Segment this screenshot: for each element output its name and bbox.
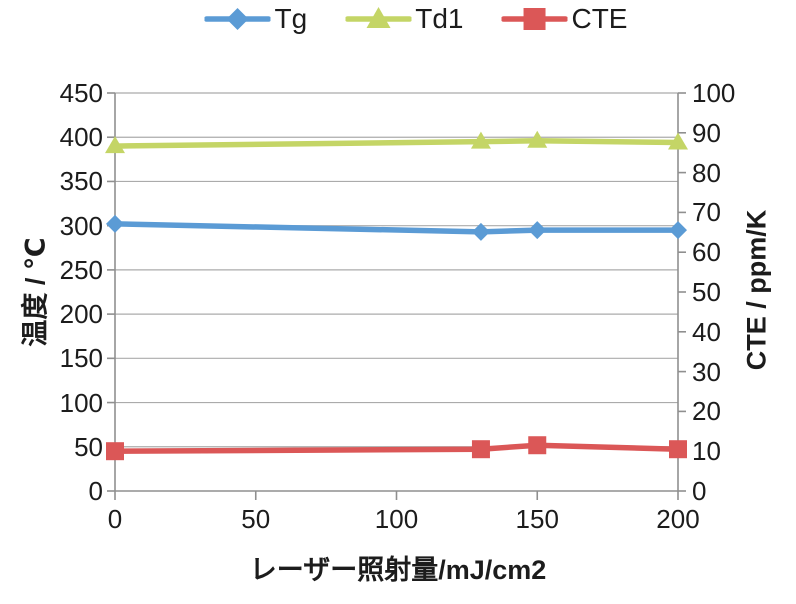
legend-item-cte: CTE	[501, 4, 627, 34]
right-axis-tick-label: 50	[692, 277, 721, 307]
legend-marker-triangle-icon	[366, 7, 391, 28]
left-axis-title: 温度 / ℃	[20, 237, 51, 347]
series-CTE-marker	[669, 440, 687, 459]
chart-legend: Tg Td1 CTE	[204, 3, 627, 34]
right-axis-tick-label: 80	[692, 157, 721, 188]
left-axis-tick-label: 350	[59, 166, 103, 197]
legend-marker-diamond-icon	[204, 8, 271, 30]
right-axis-tick-label: 40	[692, 316, 721, 347]
legend-label-tg: Tg	[274, 3, 308, 34]
series-Tg-marker	[669, 221, 687, 240]
right-axis-title: CTE / ppm/K	[741, 209, 772, 371]
legend-marker-triangle-icon	[345, 7, 412, 28]
series-CTE-marker	[471, 440, 490, 459]
legend-item-td1: Td1	[345, 4, 463, 34]
x-axis-tick-label: 150	[515, 504, 559, 534]
right-axis-tick-label: 100	[692, 78, 736, 108]
left-axis-tick-label: 300	[59, 210, 103, 241]
series-Td1-marker	[527, 130, 548, 148]
legend-marker-square-icon	[501, 8, 568, 30]
legend-item-tg: Tg	[204, 3, 308, 34]
series-CTE-marker	[106, 442, 124, 461]
x-axis-title: レーザー照射量/mJ/cm2	[249, 555, 547, 585]
series-Td1-marker	[470, 131, 491, 149]
series-Td1-line	[112, 138, 681, 149]
right-axis-tick-label: 60	[692, 237, 721, 268]
x-axis-tick-label: 200	[656, 504, 700, 534]
series-CTE-marker	[528, 436, 547, 455]
right-axis-tick-label: 10	[692, 436, 721, 467]
x-axis-tick-label: 50	[241, 504, 271, 534]
legend-marker-square-icon	[523, 8, 546, 30]
left-axis-tick-label: 450	[59, 78, 103, 108]
right-axis-tick-label: 70	[692, 197, 721, 228]
left-axis-tick-label: 250	[59, 254, 103, 285]
series-Td1-marker	[668, 132, 688, 150]
right-axis-tick-label: 90	[692, 117, 721, 148]
series-Tg-line	[112, 221, 681, 235]
left-axis-tick-label: 100	[59, 387, 103, 418]
left-axis-tick-label: 150	[59, 343, 103, 374]
series-Tg-marker	[471, 222, 490, 241]
legend-label-td1: Td1	[415, 3, 464, 34]
left-axis-tick-label: 0	[88, 476, 103, 506]
x-axis-tick-label: 0	[107, 504, 123, 534]
right-axis-tick-label: 0	[692, 476, 707, 506]
series-Tg-marker	[106, 214, 124, 233]
series-CTE-line	[112, 442, 681, 454]
series-Tg-marker	[528, 221, 547, 240]
left-axis-tick-label: 50	[74, 431, 103, 462]
left-axis-tick-label: 200	[59, 299, 103, 330]
series-Td1-marker	[105, 136, 125, 154]
x-axis-tick-label: 100	[374, 504, 419, 534]
left-axis-tick-label: 400	[59, 122, 103, 153]
legend-label-cte: CTE	[571, 3, 628, 34]
right-axis-tick-label: 20	[692, 396, 721, 427]
legend-marker-diamond-icon	[226, 8, 249, 30]
right-axis-tick-label: 30	[692, 356, 721, 387]
